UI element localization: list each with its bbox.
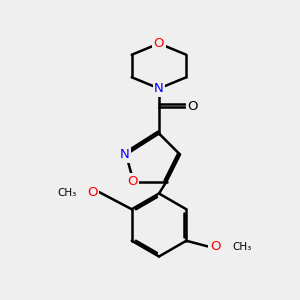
- Text: CH₃: CH₃: [232, 242, 251, 252]
- Text: O: O: [127, 175, 137, 188]
- Text: O: O: [154, 37, 164, 50]
- Text: N: N: [120, 148, 129, 161]
- Text: O: O: [87, 185, 98, 199]
- Text: CH₃: CH₃: [58, 188, 77, 198]
- Text: N: N: [154, 82, 164, 95]
- Text: O: O: [188, 100, 198, 113]
- Text: O: O: [210, 240, 220, 253]
